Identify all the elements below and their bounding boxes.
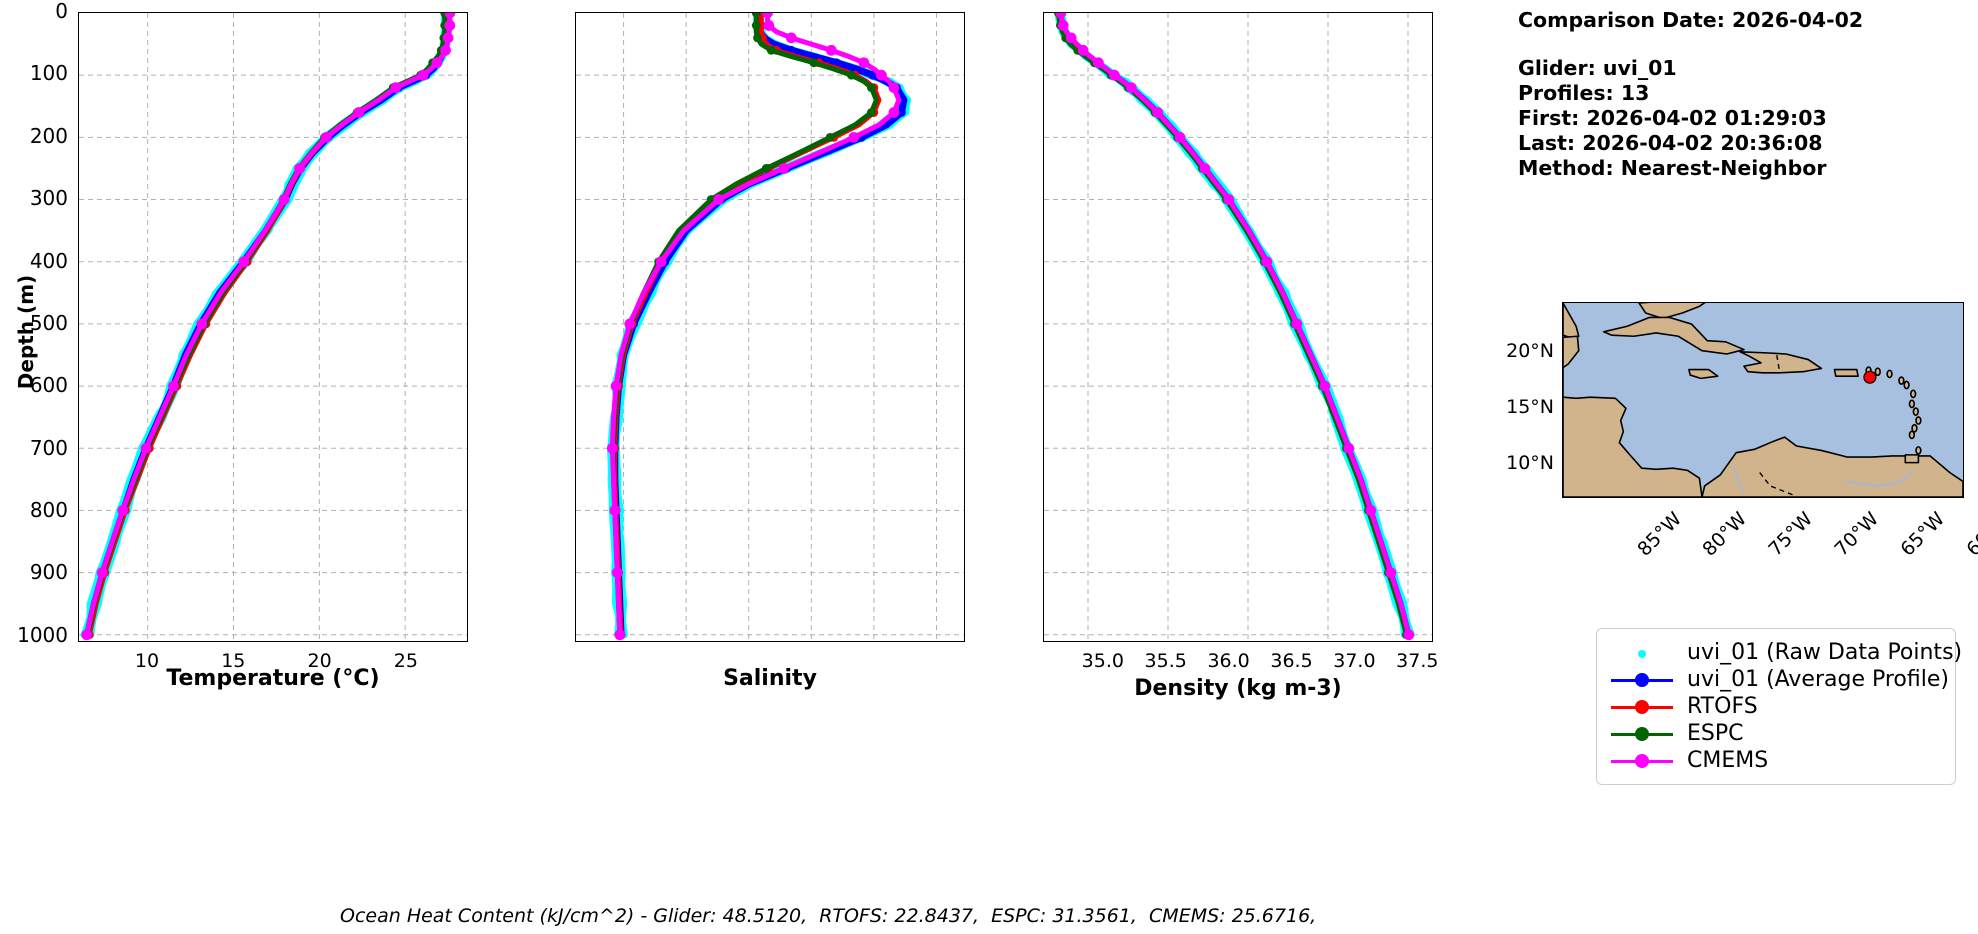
x-tick-label: 37.0 xyxy=(1333,650,1376,672)
depth-tick-label: 100 xyxy=(29,61,68,86)
map-lat-tick-label: 10°N xyxy=(1506,452,1554,475)
map-svg xyxy=(1563,303,1963,497)
x-tick-label: 10 xyxy=(134,650,160,672)
depth-tick-label: 900 xyxy=(29,560,68,585)
series-legend: uvi_01 (Raw Data Points) uvi_01 (Average … xyxy=(1596,628,1962,785)
legend-item[interactable]: uvi_01 (Average Profile) xyxy=(1611,666,1949,693)
x-tick-label: 35.0 xyxy=(1081,650,1124,672)
method-text: Method: Nearest-Neighbor xyxy=(1518,156,1827,180)
salinity-axes xyxy=(575,12,965,642)
map-lon-tick-label: 75°W xyxy=(1764,508,1818,561)
first-profile-time-text: First: 2026-04-02 01:29:03 xyxy=(1518,106,1827,130)
density-axis-label: Density (kg m-3) xyxy=(1134,676,1342,701)
depth-tick-label: 0 xyxy=(55,0,68,23)
x-tick-label: 36.0 xyxy=(1207,650,1250,672)
comparison-date-text: Comparison Date: 2026-04-02 xyxy=(1518,8,1864,32)
depth-tick-label: 200 xyxy=(29,123,68,148)
x-tick-label: 20 xyxy=(307,650,332,672)
depth-tick-label: 800 xyxy=(29,498,68,522)
last-profile-time-text: Last: 2026-04-02 20:36:08 xyxy=(1518,131,1823,155)
location-map[interactable] xyxy=(1562,302,1964,498)
map-lon-tick-label: 80°W xyxy=(1698,508,1752,561)
map-lon-tick-label: 70°W xyxy=(1830,508,1884,561)
depth-tick-label: 300 xyxy=(29,186,68,211)
legend-dot xyxy=(1635,699,1649,714)
depth-tick-label: 700 xyxy=(29,435,68,460)
legend-label: CMEMS xyxy=(1687,748,1769,773)
legend-marker xyxy=(1611,642,1673,664)
legend-marker xyxy=(1611,723,1673,745)
map-lon-tick-label: 65°W xyxy=(1896,508,1950,561)
glider-name-text: Glider: uvi_01 xyxy=(1518,56,1677,80)
legend-marker xyxy=(1611,696,1673,718)
density-panel: 10241026102810301032 Density (kg m-3) xyxy=(980,0,1480,701)
salinity-panel: 35.0 35.5 36.0 36.5 37.0 37.5 Salinity xyxy=(480,0,1438,700)
legend-dot xyxy=(1635,726,1649,741)
legend-marker xyxy=(1611,669,1673,691)
salinity-plot-svg xyxy=(576,13,964,641)
legend-item[interactable]: uvi_01 (Raw Data Points) xyxy=(1611,639,1962,666)
legend-label: uvi_01 (Raw Data Points) xyxy=(1687,640,1963,665)
ocean-heat-content-caption: Ocean Heat Content (kJ/cm^2) - Glider: 4… xyxy=(340,905,1317,927)
salinity-axis-label: Salinity xyxy=(723,666,817,691)
x-tick-label: 35.5 xyxy=(1144,650,1187,672)
legend-item[interactable]: ESPC xyxy=(1611,720,1939,747)
depth-tick-label: 600 xyxy=(29,373,68,398)
legend-label: RTOFS xyxy=(1687,694,1758,719)
glider-position-marker[interactable] xyxy=(1863,370,1877,384)
map-lat-tick-label: 15°N xyxy=(1506,396,1554,419)
density-axes xyxy=(1043,12,1433,642)
legend-label: ESPC xyxy=(1687,721,1744,746)
temperature-axes xyxy=(78,12,468,642)
legend-dot xyxy=(1638,649,1646,658)
temperature-panel: 0 100 200 300 400 500 600 700 800 900 1000 10 15 20 2… xyxy=(0,0,480,700)
legend-marker xyxy=(1611,750,1673,772)
x-tick-label: 25 xyxy=(393,650,418,672)
legend-dot xyxy=(1635,672,1649,687)
legend-label: uvi_01 (Average Profile) xyxy=(1687,667,1949,692)
x-tick-label: 37.5 xyxy=(1396,650,1439,672)
map-lon-tick-label: 85°W xyxy=(1632,508,1686,561)
legend-dot xyxy=(1635,753,1649,768)
x-tick-label: 36.5 xyxy=(1270,650,1313,672)
depth-tick-label: 1000 xyxy=(17,622,68,647)
depth-tick-label: 400 xyxy=(29,248,68,273)
density-plot-svg xyxy=(1044,13,1432,641)
legend-item[interactable]: RTOFS xyxy=(1611,693,1939,720)
temperature-plot-svg xyxy=(79,13,467,641)
profiles-count-text: Profiles: 13 xyxy=(1518,81,1650,105)
depth-tick-label: 500 xyxy=(29,310,68,335)
legend-item[interactable]: CMEMS xyxy=(1611,747,1939,774)
map-lat-tick-label: 20°N xyxy=(1506,340,1554,363)
x-tick-label: 15 xyxy=(221,650,246,672)
temperature-axis-label: Temperature (°C) xyxy=(166,666,380,691)
map-lon-tick-label: 60°W xyxy=(1962,508,1978,561)
